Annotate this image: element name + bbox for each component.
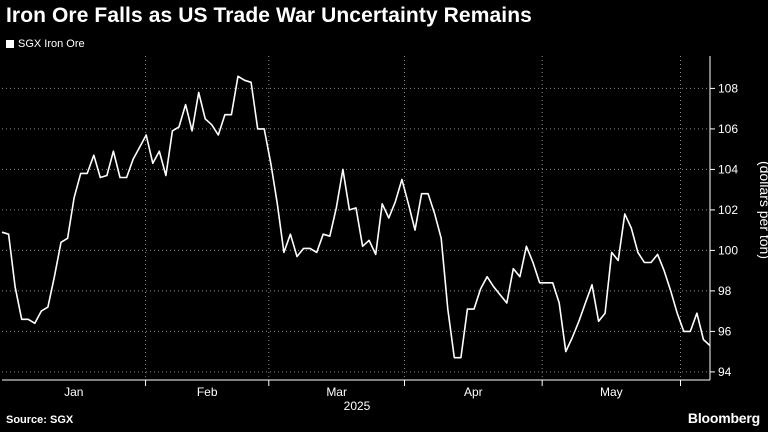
y-tick-label: 94 [718,365,732,379]
y-axis-label: (dollars per ton) [757,161,768,259]
y-tick-label: 108 [718,81,738,95]
y-tick-label: 106 [718,122,738,136]
y-tick-label: 104 [718,162,738,176]
axis-layer: 94 96 98 100 102 104 106 108 Jan Feb Mar Apr May [2,56,738,399]
legend-label: SGX Iron Ore [18,38,85,50]
series-line [1,75,711,359]
x-tick-label: May [600,385,623,399]
grid-layer [2,56,710,380]
source-note: Source: SGX [6,414,74,426]
x-tick-label: Mar [326,385,347,399]
y-tick-label: 102 [718,203,738,217]
x-tick-label: Apr [464,385,483,399]
x-tick-label: Feb [197,385,218,399]
series-layer [1,75,711,359]
y-tick-label: 96 [718,324,732,338]
chart-title: Iron Ore Falls as US Trade War Uncertain… [6,4,532,27]
y-tick-label: 100 [718,243,738,257]
legend-swatch [6,40,14,48]
bloomberg-logo: Bloomberg [687,410,760,426]
year-label: 2025 [344,399,371,413]
y-tick-label: 98 [718,284,732,298]
legend: SGX Iron Ore [6,38,85,50]
x-tick-label: Jan [64,385,83,399]
